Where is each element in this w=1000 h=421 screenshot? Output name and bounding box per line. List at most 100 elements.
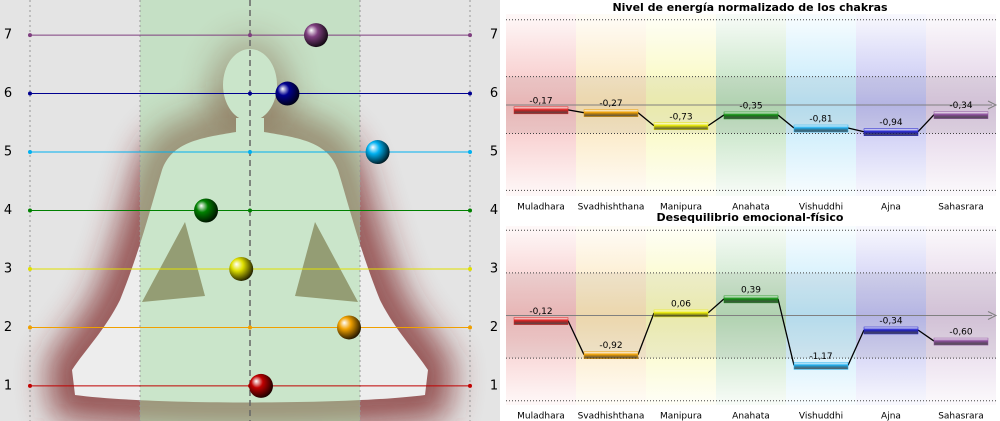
x-tick-label: Vishuddhi xyxy=(799,412,843,421)
x-tick-label: Anahata xyxy=(732,412,770,421)
step-connector xyxy=(917,329,935,342)
line-dot xyxy=(28,150,32,155)
line-dot xyxy=(248,150,252,155)
line-dot xyxy=(28,383,32,388)
value-label: -0,81 xyxy=(809,115,832,125)
chakra-ball xyxy=(229,256,254,281)
x-tick-label: Muladhara xyxy=(517,412,565,421)
chakra-ball xyxy=(337,315,361,340)
x-tick-label: Ajna xyxy=(881,412,901,421)
y-tick-label: 5 xyxy=(4,145,12,160)
line-dot xyxy=(28,325,32,330)
bar xyxy=(863,128,919,136)
line-dot xyxy=(468,91,472,96)
step-connector xyxy=(777,298,795,366)
bar xyxy=(863,326,919,335)
bar xyxy=(793,124,849,133)
value-label: -0,94 xyxy=(879,118,903,128)
chakra-ball xyxy=(365,140,390,165)
chart-title: Nivel de energía normalizado de los chak… xyxy=(612,1,888,14)
bar xyxy=(653,122,709,131)
line-dot xyxy=(468,383,472,388)
line-dot xyxy=(468,208,472,213)
y-tick-label: 2 xyxy=(490,320,498,335)
arm-gap-left xyxy=(142,222,205,302)
x-tick-label: Vishuddhi xyxy=(799,203,843,213)
line-dot xyxy=(28,266,32,271)
step-connector xyxy=(847,329,865,366)
bar xyxy=(653,309,709,318)
line-dot xyxy=(468,150,472,155)
line-dot xyxy=(248,91,252,96)
y-tick-label: 1 xyxy=(490,378,498,393)
y-tick-label: 1 xyxy=(4,378,12,393)
value-label: 0,39 xyxy=(741,285,761,295)
x-tick-label: Sahasrara xyxy=(938,412,984,421)
x-tick-label: Ajna xyxy=(881,203,901,213)
bar xyxy=(723,295,779,304)
step-connector xyxy=(707,114,725,127)
line-dot xyxy=(468,33,472,38)
value-label: -0,12 xyxy=(529,307,552,317)
value-label: -0,27 xyxy=(599,99,622,109)
step-connector xyxy=(637,312,655,355)
step-connector xyxy=(567,109,585,114)
y-tick-label: 2 xyxy=(4,320,12,335)
line-dot xyxy=(468,266,472,271)
bar xyxy=(583,351,639,359)
arm-gap-right xyxy=(295,222,358,302)
value-label: 0,06 xyxy=(671,299,691,309)
bar xyxy=(513,317,569,325)
y-tick-label: 3 xyxy=(490,261,498,276)
chakra-ball xyxy=(249,373,273,398)
value-label: -1,17 xyxy=(809,352,832,362)
y-tick-label: 7 xyxy=(4,28,12,43)
step-connector xyxy=(777,114,795,129)
step-connector xyxy=(917,114,935,133)
bar xyxy=(583,109,639,117)
x-tick-label: Manipura xyxy=(660,412,702,421)
chart-title: Desequilibrio emocional-físico xyxy=(657,211,844,224)
value-label: -0,35 xyxy=(739,101,762,111)
center-shade xyxy=(506,76,996,134)
x-tick-label: Svadhishthana xyxy=(578,412,645,421)
x-tick-label: Sahasrara xyxy=(938,203,984,213)
y-tick-label: 6 xyxy=(4,86,12,101)
y-tick-label: 6 xyxy=(490,86,498,101)
y-tick-label: 5 xyxy=(490,145,498,160)
line-dot xyxy=(28,33,32,38)
chakra-ball xyxy=(275,81,300,106)
bar xyxy=(793,362,849,370)
line-dot xyxy=(248,208,252,213)
value-label: -0,60 xyxy=(949,328,973,338)
value-label: -0,73 xyxy=(669,112,692,122)
x-tick-label: Muladhara xyxy=(517,203,565,213)
step-connector xyxy=(567,320,585,355)
y-tick-label: 4 xyxy=(490,203,498,218)
axis-arrow xyxy=(987,100,998,110)
value-label: -0,17 xyxy=(529,96,552,106)
line-dot xyxy=(28,208,32,213)
value-label: -0,92 xyxy=(599,341,622,351)
axis-arrow xyxy=(987,311,998,320)
step-connector xyxy=(707,298,725,314)
chakra-ball xyxy=(304,23,328,48)
chakra-ball xyxy=(194,198,218,223)
bar xyxy=(723,111,779,120)
x-tick-label: Svadhishthana xyxy=(578,203,645,213)
value-label: -0,34 xyxy=(879,316,903,326)
y-tick-label: 3 xyxy=(4,261,12,276)
y-tick-label: 7 xyxy=(490,28,498,43)
value-label: -0,34 xyxy=(949,101,973,111)
line-dot xyxy=(28,91,32,96)
bar xyxy=(933,111,989,119)
bar xyxy=(933,337,989,346)
center-shade xyxy=(506,272,996,359)
line-dot xyxy=(248,33,252,38)
x-tick-label: Anahata xyxy=(732,203,770,213)
line-dot xyxy=(248,325,252,330)
x-tick-label: Manipura xyxy=(660,203,702,213)
step-connector xyxy=(637,112,655,127)
